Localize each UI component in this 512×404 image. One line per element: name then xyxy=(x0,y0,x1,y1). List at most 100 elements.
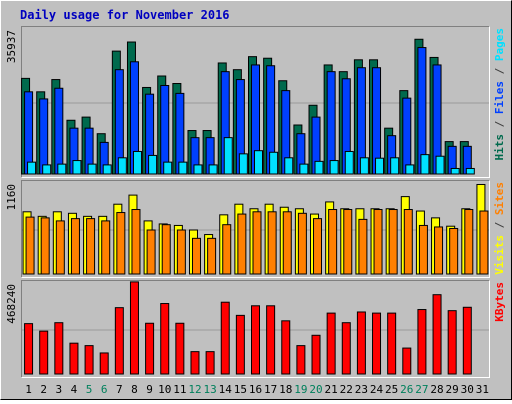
day-label-29: 29 xyxy=(446,383,459,396)
day-label-11: 11 xyxy=(173,383,186,396)
bar-pages-day-29 xyxy=(450,167,460,175)
day-label-6: 6 xyxy=(101,383,108,396)
bar-pages-day-28 xyxy=(435,155,445,175)
day-label-3: 3 xyxy=(56,383,63,396)
panel-hits-files-pages-legend: Hits / Files / Pages xyxy=(493,28,506,161)
legend-item-0: Hits xyxy=(493,134,506,161)
bar-files-day-26 xyxy=(402,97,412,175)
bar-sites-day-12 xyxy=(191,237,201,275)
bar-pages-day-5 xyxy=(87,163,97,175)
day-label-27: 27 xyxy=(415,383,428,396)
bar-pages-day-1 xyxy=(27,161,37,175)
series-sites xyxy=(25,209,489,275)
panel-kbytes-legend: KBytes xyxy=(493,282,506,322)
bar-sites-day-11 xyxy=(176,229,186,275)
bar-sites-day-21 xyxy=(328,209,338,275)
bar-files-day-10 xyxy=(160,84,170,175)
bar-pages-day-9 xyxy=(148,154,158,175)
bar-pages-day-7 xyxy=(117,157,127,175)
bar-sites-day-15 xyxy=(237,213,247,275)
bar-kbytes-day-15 xyxy=(235,314,245,375)
panel-visits-sites-frame-dark xyxy=(21,180,490,278)
bar-sites-day-2 xyxy=(40,217,50,275)
bar-sites-day-8 xyxy=(131,209,141,275)
bar-kbytes-day-3 xyxy=(54,322,64,375)
day-label-10: 10 xyxy=(158,383,171,396)
bar-pages-day-16 xyxy=(254,150,263,175)
bar-kbytes-day-2 xyxy=(39,330,49,375)
panel-visits-sites: 1160 Visits / Sites xyxy=(5,180,506,278)
panel-visits-sites-frame-light xyxy=(21,180,490,278)
bar-pages-day-20 xyxy=(314,160,324,175)
bar-kbytes-day-20 xyxy=(311,334,321,375)
bar-pages-day-19 xyxy=(299,163,309,175)
bar-kbytes-day-23 xyxy=(356,311,366,375)
day-label-16: 16 xyxy=(249,383,262,396)
panel-kbytes: 468240 KBytes xyxy=(5,280,506,378)
bar-sites-day-1 xyxy=(25,216,35,275)
bar-kbytes-day-4 xyxy=(69,342,79,375)
bar-pages-day-25 xyxy=(390,157,400,175)
bar-kbytes-day-8 xyxy=(129,281,139,375)
bar-sites-day-3 xyxy=(55,220,65,275)
day-label-26: 26 xyxy=(400,383,413,396)
bar-pages-day-3 xyxy=(57,163,67,175)
panel-kbytes-frame-light xyxy=(21,280,490,378)
legend-item-2: Sites xyxy=(493,182,506,215)
bar-kbytes-day-13 xyxy=(205,351,215,375)
panel-visits-sites-legend: Visits / Sites xyxy=(493,182,506,275)
panel-hits-files-pages-max-label: 35937 xyxy=(5,30,18,63)
bar-kbytes-day-17 xyxy=(266,305,276,375)
bar-sites-day-31 xyxy=(479,210,489,275)
bar-kbytes-day-7 xyxy=(114,307,124,375)
day-label-9: 9 xyxy=(146,383,153,396)
day-label-19: 19 xyxy=(294,383,307,396)
day-label-12: 12 xyxy=(188,383,201,396)
day-label-8: 8 xyxy=(131,383,138,396)
bar-pages-day-30 xyxy=(465,167,475,175)
bar-kbytes-day-5 xyxy=(84,345,94,375)
bar-sites-day-19 xyxy=(297,212,307,275)
bar-kbytes-day-10 xyxy=(160,303,170,375)
day-label-20: 20 xyxy=(309,383,322,396)
panel-hits-files-pages-frame-light xyxy=(21,26,490,178)
day-label-28: 28 xyxy=(430,383,443,396)
bar-kbytes-day-6 xyxy=(99,352,109,375)
bar-kbytes-day-24 xyxy=(372,312,382,375)
bar-kbytes-day-25 xyxy=(387,312,397,375)
bar-files-day-21 xyxy=(326,71,336,175)
bar-kbytes-day-16 xyxy=(251,305,260,375)
bar-pages-day-17 xyxy=(269,151,279,175)
day-label-13: 13 xyxy=(203,383,216,396)
panel-kbytes-max-label: 468240 xyxy=(5,284,18,324)
day-label-4: 4 xyxy=(71,383,78,396)
bar-files-day-3 xyxy=(54,87,64,175)
bar-pages-day-4 xyxy=(72,160,82,175)
bar-pages-day-22 xyxy=(344,150,354,175)
bar-sites-day-27 xyxy=(418,224,428,275)
bar-kbytes-day-19 xyxy=(296,345,306,375)
bar-pages-day-12 xyxy=(193,164,203,175)
legend-item-4: Pages xyxy=(493,28,506,61)
bar-kbytes-day-29 xyxy=(447,310,457,375)
bar-pages-day-6 xyxy=(102,164,112,175)
series-kbytes xyxy=(24,281,472,375)
bar-sites-day-29 xyxy=(449,227,459,275)
bar-sites-day-22 xyxy=(343,209,353,275)
day-label-21: 21 xyxy=(325,383,338,396)
day-label-7: 7 xyxy=(116,383,123,396)
panel-hits-files-pages: 35937 Hits / Files / Pages xyxy=(5,26,506,178)
day-label-18: 18 xyxy=(279,383,292,396)
bar-sites-day-17 xyxy=(267,211,277,275)
bar-sites-day-16 xyxy=(252,211,262,275)
bar-pages-day-21 xyxy=(329,160,339,175)
bar-sites-day-25 xyxy=(388,209,398,275)
bar-kbytes-day-26 xyxy=(402,347,412,375)
bar-pages-day-13 xyxy=(208,164,218,175)
bar-kbytes-day-22 xyxy=(341,322,351,375)
bar-pages-day-23 xyxy=(359,157,369,175)
bar-sites-day-9 xyxy=(146,229,156,275)
bar-sites-day-4 xyxy=(70,218,80,275)
day-label-5: 5 xyxy=(86,383,93,396)
